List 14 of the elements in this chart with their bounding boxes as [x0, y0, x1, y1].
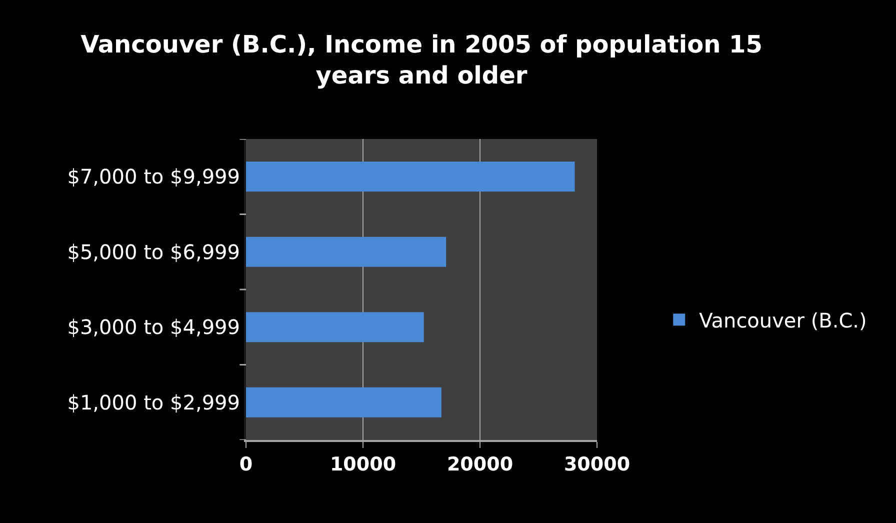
y-tick-label: $1,000 to $2,999	[67, 390, 240, 414]
legend-label: Vancouver (B.C.)	[699, 308, 867, 332]
bar	[246, 312, 424, 342]
x-tick-label: 10000	[330, 454, 396, 476]
x-tick-label: 0	[239, 454, 253, 476]
bar	[246, 236, 446, 267]
y-tick-label: $5,000 to $6,999	[67, 240, 240, 264]
x-tick-label: 20000	[446, 454, 514, 476]
x-tick-label: 30000	[564, 454, 630, 476]
chart-title: Vancouver (B.C.), Income in 2005 of population 15 years and older	[80, 30, 762, 90]
bar	[246, 162, 575, 192]
y-tick-label: $7,000 to $9,999	[67, 164, 240, 189]
y-tick-label: $3,000 to $4,999	[67, 315, 240, 340]
bar	[246, 387, 442, 418]
